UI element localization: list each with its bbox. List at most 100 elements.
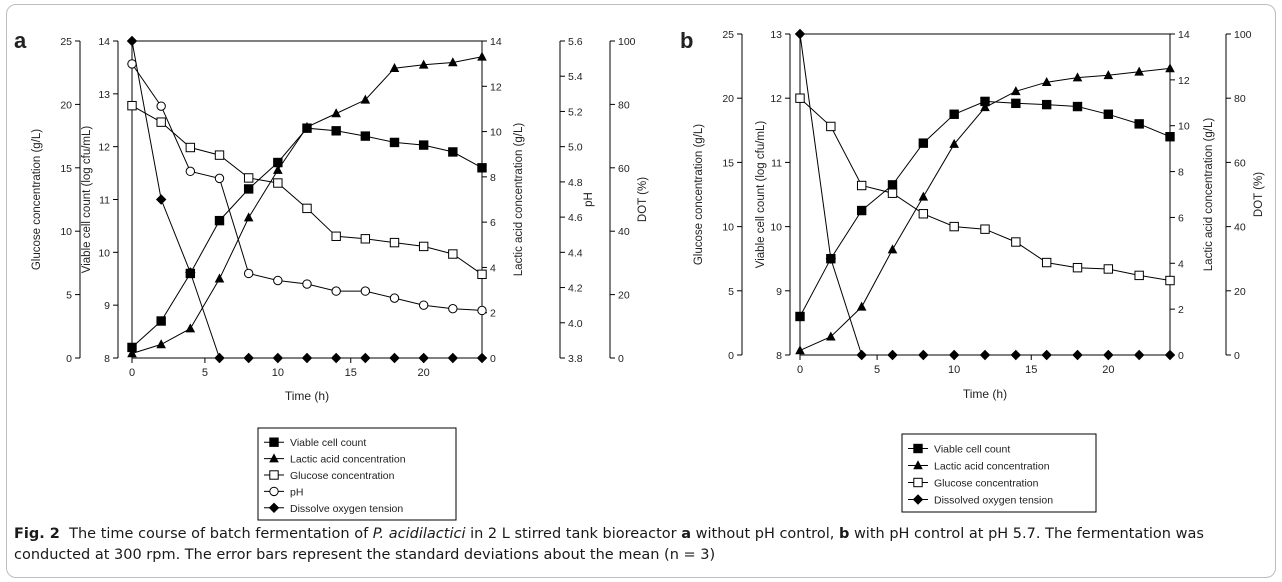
panel-b-series-line-4 <box>799 33 1170 356</box>
panel-b-glucose-tick-label: 0 <box>728 350 734 362</box>
panel-b-series-4-point <box>1010 349 1022 361</box>
panel-b-series-4-point <box>948 349 960 361</box>
panel-a-series-2-point <box>389 62 400 72</box>
panel-b-dot-tick-label: 80 <box>1234 93 1246 105</box>
panel-b-viable-tick-label: 10 <box>770 222 782 234</box>
panel-a-dot-axis-title: DOT (%) <box>637 177 649 222</box>
panel-b-legend-label: Glucose concentration <box>934 478 1039 490</box>
panel-a-series-2-point <box>331 108 341 118</box>
panel-a-series-3-point <box>331 231 341 241</box>
panel-a-dot-tick-label: 0 <box>618 353 624 365</box>
panel-a-series-3-point <box>273 178 283 188</box>
panel-b-series-1-point <box>1103 109 1114 119</box>
panel-a-series-1-point <box>331 126 341 136</box>
panel-b-legend-label: Dissolved oxygen tension <box>934 495 1053 507</box>
panel-b-series-2-point <box>826 331 836 341</box>
panel-b-series-4-point <box>1164 349 1176 361</box>
panel-a-ph-tick-label: 4.6 <box>568 212 583 224</box>
panel-a-x-tick-label: 0 <box>129 367 135 379</box>
panel-a-series-2-point <box>243 212 254 222</box>
panel-a-series-5-point <box>476 352 488 364</box>
panel-a-series-4-point <box>302 279 312 289</box>
panel-b-x-tick-label: 5 <box>874 364 880 376</box>
panel-b-legend-marker <box>912 494 924 505</box>
panel-b-series-2-point <box>1011 86 1021 96</box>
panel-a-glucose-tick-label: 15 <box>60 163 72 175</box>
panel-a-series-2-point <box>418 59 429 69</box>
panel-b-legend-marker <box>913 477 923 488</box>
panel-a-series-1-point <box>360 131 371 141</box>
panel-b-lactic-tick-label: 4 <box>1178 258 1184 270</box>
panel-a-series-3-point <box>302 203 312 214</box>
panel-b-lactic-tick-label: 2 <box>1178 304 1184 316</box>
panel-b-x-tick-label: 20 <box>1102 364 1114 376</box>
panel-b-glucose-tick-label: 15 <box>722 157 734 169</box>
panel-a-series-5-point <box>126 35 138 47</box>
caption-text-a: without pH control, <box>691 526 839 542</box>
panel-a-series-line-1 <box>131 127 483 348</box>
panel-b-legend-marker <box>913 460 923 470</box>
panel-a-series-4-point <box>360 286 371 296</box>
panel-b-series-2-point <box>1072 72 1083 82</box>
panel-a-series-3-point <box>448 249 458 259</box>
panel-a-series-5-point <box>418 352 429 364</box>
panel-b-x-tick-label: 10 <box>948 364 960 376</box>
panel-b-series-line-3 <box>799 97 1171 281</box>
panel-b-series-4-point <box>979 349 991 361</box>
panel-a-lactic-tick-label: 12 <box>490 81 502 93</box>
panel-a-series-2-point <box>273 164 283 174</box>
panel-a-series-1-point <box>214 215 225 226</box>
panel-b-lactic-tick-label: 8 <box>1178 167 1184 179</box>
panel-b-series-4-point <box>1041 349 1052 361</box>
panel-a-legend-marker <box>269 486 279 497</box>
panel-b-series-1-point <box>918 138 929 148</box>
panel-b-series-4-point <box>856 349 867 361</box>
panel-b-series-line-1 <box>799 100 1171 317</box>
panel-b-series-3-point <box>1072 262 1083 273</box>
panel-b-series-3-point <box>980 224 990 234</box>
panel-a-dot-tick-label: 20 <box>618 290 630 302</box>
panel-b-lactic-tick-label: 6 <box>1178 212 1184 224</box>
panel-a-lactic-tick-label: 2 <box>490 308 496 320</box>
panel-a-series-5-point <box>447 352 459 364</box>
panel-a-series-5-point <box>243 352 254 364</box>
panel-a-glucose-tick-label: 5 <box>66 290 72 302</box>
panel-a-series-3-point <box>389 237 400 248</box>
panel-a-plot-area <box>131 40 483 359</box>
panel-a-series-1-point <box>389 137 400 148</box>
panel-a-series-4-point <box>418 300 429 310</box>
panel-a-viable-tick-label: 12 <box>98 142 110 154</box>
panel-a-viable-axis-title: Viable cell count (log cfu/mL) <box>81 126 93 274</box>
panel-b-lactic-tick-label: 10 <box>1178 121 1190 133</box>
panel-b-series-1-point <box>949 109 959 119</box>
panel-a-ph-tick-label: 3.8 <box>568 353 583 365</box>
caption-text-b: with pH control at pH 5.7. The fermentat… <box>14 526 1204 563</box>
panel-a-legend-marker <box>268 502 280 513</box>
panel-a-series-3-point <box>477 269 487 280</box>
panel-b-dot-axis-title: DOT (%) <box>1253 172 1265 217</box>
panel-a-x-tick-label: 10 <box>272 367 284 379</box>
panel-b-series-3-point <box>795 93 805 103</box>
panel-b-series-3-point <box>1041 257 1052 268</box>
panel-b-dot-tick-label: 60 <box>1234 157 1246 169</box>
panel-a-series-2-point <box>214 273 225 283</box>
panel-a-lactic-tick-label: 4 <box>490 262 496 274</box>
panel-a-glucose-tick-label: 25 <box>60 36 72 48</box>
panel-a-series-3-point <box>243 173 254 183</box>
panel-b-series-2-point <box>887 244 898 254</box>
panel-b-plot-area <box>799 33 1171 356</box>
panel-b-dot-tick-label: 20 <box>1234 286 1246 298</box>
panel-b-series-3-point <box>856 180 867 191</box>
panel-b-glucose-tick-label: 10 <box>722 222 734 234</box>
panel-a-legend-label: Lactic acid concentration <box>290 454 406 466</box>
panel-b-series-1-point <box>1134 119 1144 129</box>
panel-a-dot-tick-label: 100 <box>618 36 636 48</box>
panel-b-series-4-point <box>1103 349 1114 361</box>
panel-b-dot-tick-label: 40 <box>1234 222 1246 234</box>
panel-b-series-3-point <box>887 188 898 198</box>
panel-b-series-4-point <box>887 349 898 361</box>
panel-b-viable-axis-title: Viable cell count (log cfu/mL) <box>755 121 767 269</box>
panel-a-viable-tick-label: 8 <box>104 353 110 365</box>
panel-a-glucose-tick-label: 10 <box>60 226 72 238</box>
panel-b-series-2-point <box>980 102 990 112</box>
